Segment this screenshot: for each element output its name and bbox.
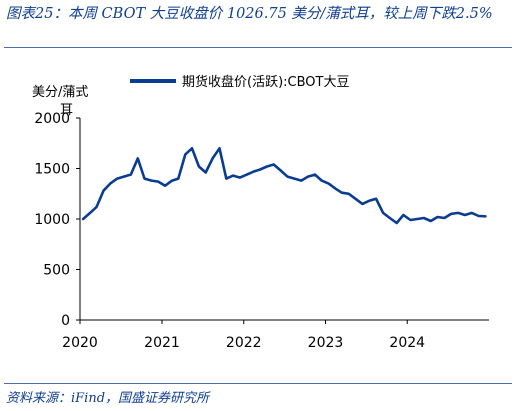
series-point <box>320 179 323 182</box>
series-point <box>314 173 316 176</box>
x-tick-label: 2024 <box>389 335 425 351</box>
series-point <box>109 182 111 185</box>
series-point <box>82 218 84 220</box>
series-point <box>130 173 132 176</box>
series-point <box>116 177 118 180</box>
series-point <box>327 182 330 185</box>
series-point <box>232 174 234 177</box>
x-tick-label: 2023 <box>308 335 344 351</box>
y-tick-label: 1000 <box>34 212 70 228</box>
series-point <box>266 165 268 168</box>
top-divider <box>4 47 512 48</box>
series-point <box>436 216 439 218</box>
series-point <box>95 206 98 208</box>
series-point <box>375 198 377 200</box>
y-axis-label: 美分/蒲式 <box>32 85 88 100</box>
series-point <box>430 220 432 222</box>
series-point <box>450 213 452 215</box>
series-point <box>253 170 255 173</box>
bottom-divider <box>4 383 512 384</box>
series-point <box>198 165 200 168</box>
series-point <box>218 147 221 150</box>
series-point <box>143 177 146 180</box>
x-tick-label: 2021 <box>144 335 180 351</box>
series-point <box>171 179 173 182</box>
series-point <box>150 179 153 182</box>
series-point <box>382 212 384 214</box>
series-point <box>164 184 166 187</box>
source-note: 资料来源：iFind，国盛证券研究所 <box>6 391 210 406</box>
series-point <box>157 180 159 183</box>
series-point <box>259 168 261 171</box>
series-point <box>300 179 303 182</box>
series-point <box>341 191 343 194</box>
series-point <box>307 175 309 178</box>
series-point <box>272 163 275 166</box>
chart-area: 0 500 1000 1500 2000 2020 2021 2022 2023 2024 美分/蒲… <box>32 74 489 351</box>
x-tick-label: 2022 <box>226 335 262 351</box>
series-point <box>484 215 487 218</box>
series-point <box>293 177 296 180</box>
series-point <box>409 219 412 221</box>
series-point <box>423 217 425 219</box>
series-point <box>286 175 289 178</box>
series-point <box>177 177 180 180</box>
series-point <box>395 222 398 224</box>
legend-label: 期货收盘价(活跃):CBOT大豆 <box>182 74 349 90</box>
series-point <box>471 212 473 214</box>
series-point <box>361 203 364 205</box>
series-point <box>368 200 371 202</box>
series-point <box>184 153 187 156</box>
y-tick-label: 2000 <box>34 111 70 127</box>
series-line-0 <box>81 147 487 225</box>
chart-title: 图表25：本周 CBOT 大豆收盘价 1026.75 美分/蒲式耳，较上周下跌2… <box>6 6 493 22</box>
series-point <box>348 193 350 195</box>
series-point <box>389 217 391 219</box>
series-point <box>279 169 282 172</box>
y-tick-label: 1500 <box>34 162 70 178</box>
series-point <box>334 187 337 190</box>
y-tick-label: 500 <box>43 263 70 279</box>
series-point <box>211 157 214 160</box>
series-point <box>354 198 357 200</box>
series-point <box>402 214 405 216</box>
series-point <box>137 157 139 160</box>
series-point <box>123 175 125 178</box>
series-point <box>246 173 248 176</box>
y-tick-label: 0 <box>61 313 70 329</box>
series-point <box>204 171 207 174</box>
series-point <box>464 214 466 216</box>
series-point <box>457 212 459 214</box>
series-point <box>477 215 480 217</box>
series-point <box>225 177 228 180</box>
series-point <box>443 217 446 219</box>
series-point <box>239 176 241 179</box>
series-point <box>102 189 105 192</box>
series-point <box>416 218 419 220</box>
y-axis-label-cont: 耳 <box>60 103 73 118</box>
series-point <box>191 147 193 150</box>
series-point <box>89 212 91 214</box>
x-tick-label: 2020 <box>62 335 98 351</box>
